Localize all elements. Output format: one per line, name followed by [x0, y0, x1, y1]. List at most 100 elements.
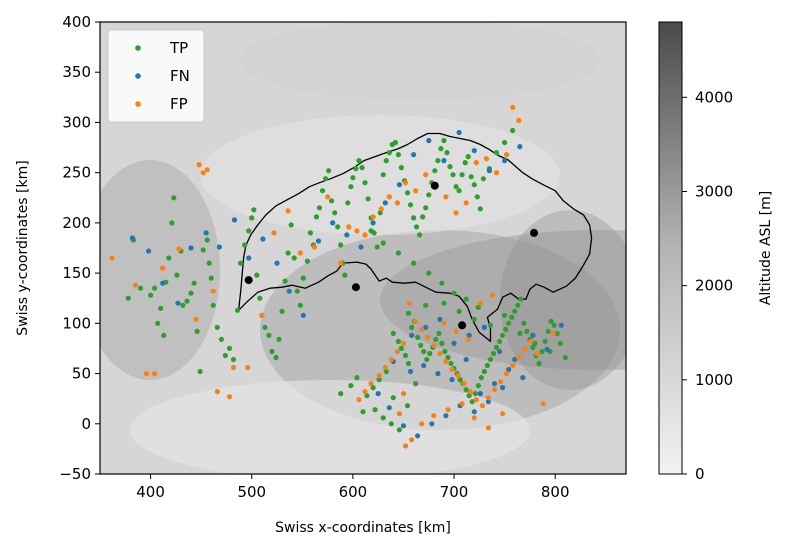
point-tp — [335, 224, 341, 230]
point-tp — [374, 244, 380, 250]
point-fp — [311, 244, 317, 250]
point-tp — [174, 272, 180, 278]
point-fp — [226, 394, 233, 400]
point-fp — [443, 358, 449, 365]
point-tp — [545, 328, 551, 334]
point-fn — [426, 137, 432, 144]
point-tp — [390, 330, 396, 336]
point-tp — [451, 290, 457, 296]
point-tp — [342, 272, 348, 278]
y-tick-label: 50 — [72, 365, 91, 383]
point-tp — [161, 332, 167, 338]
point-fp — [368, 381, 374, 387]
point-fp — [491, 387, 498, 393]
city-marker — [430, 181, 439, 190]
x-tick-label: 600 — [339, 483, 368, 501]
point-fn — [396, 182, 402, 188]
point-tp — [238, 260, 244, 266]
y-tick-label: 250 — [62, 164, 91, 182]
point-tp — [456, 308, 462, 314]
point-fp — [455, 373, 461, 379]
point-tp — [444, 150, 450, 156]
point-fn — [471, 409, 477, 415]
point-fn — [375, 391, 381, 397]
point-tp — [417, 232, 423, 238]
point-tp — [319, 188, 326, 194]
point-fn — [441, 158, 447, 164]
point-tp — [427, 350, 433, 357]
point-fn — [129, 235, 135, 241]
point-tp — [433, 336, 439, 342]
terrain-west — [100, 160, 220, 380]
y-axis: 400 350 300 250 200 150 100 50 0 −50 — [59, 13, 100, 483]
point-tp — [421, 348, 427, 355]
point-fp — [259, 312, 265, 318]
scatter-points-layer — [109, 104, 568, 449]
point-fp — [354, 228, 360, 234]
point-fp — [382, 364, 388, 371]
point-fp — [443, 194, 449, 200]
y-tick-label: 150 — [62, 264, 91, 282]
point-fn — [246, 255, 252, 261]
point-tp — [426, 192, 432, 198]
point-tp — [395, 250, 401, 256]
point-tp — [475, 304, 481, 310]
city-marker — [351, 283, 360, 292]
point-tp — [502, 312, 508, 318]
point-fp — [528, 338, 534, 344]
point-fn — [463, 356, 469, 363]
point-tp — [471, 316, 477, 322]
point-fn — [146, 248, 152, 254]
point-tp — [242, 242, 248, 248]
point-tp — [515, 302, 521, 308]
point-fn — [485, 399, 491, 405]
point-tp — [477, 206, 483, 212]
point-tp — [409, 324, 415, 330]
point-tp — [415, 334, 421, 340]
point-tp — [206, 260, 212, 266]
point-fp — [160, 265, 166, 271]
point-tp — [554, 330, 560, 336]
legend-box — [107, 29, 205, 123]
point-tp — [521, 320, 527, 326]
point-tp — [313, 214, 320, 220]
y-tick-label: 200 — [62, 214, 91, 232]
point-fp — [500, 411, 506, 417]
point-tp — [493, 150, 500, 156]
point-tp — [423, 302, 429, 308]
point-fn — [530, 332, 536, 338]
point-tp — [435, 158, 441, 164]
point-tp — [405, 310, 412, 316]
point-fn — [188, 245, 194, 251]
point-fp — [400, 340, 407, 346]
point-tp — [551, 322, 557, 328]
point-fn — [544, 346, 550, 352]
point-tp — [329, 198, 335, 204]
point-tp — [288, 222, 294, 228]
point-tp — [463, 387, 469, 393]
country-border-layer — [237, 132, 593, 343]
point-tp — [304, 258, 310, 264]
point-fn — [466, 332, 472, 338]
point-fp — [325, 194, 331, 200]
point-tp — [348, 184, 354, 190]
point-tp — [557, 340, 563, 346]
point-tp — [448, 360, 454, 367]
point-tp — [398, 345, 404, 351]
point-tp — [405, 360, 412, 367]
point-tp — [465, 154, 471, 160]
point-fp — [409, 437, 415, 443]
legend: TP FN FP — [107, 29, 205, 123]
x-tick-label: 400 — [136, 483, 165, 501]
point-fp — [210, 288, 216, 294]
colorbar-tick-label: 2000 — [695, 277, 733, 295]
point-tp — [474, 194, 480, 200]
point-tp — [191, 280, 197, 286]
point-fn — [274, 260, 280, 266]
point-tp — [359, 165, 365, 171]
point-tp — [210, 302, 216, 308]
point-fp — [423, 172, 429, 178]
point-tp — [493, 344, 500, 350]
point-fn — [451, 340, 457, 346]
point-fn — [486, 168, 492, 174]
